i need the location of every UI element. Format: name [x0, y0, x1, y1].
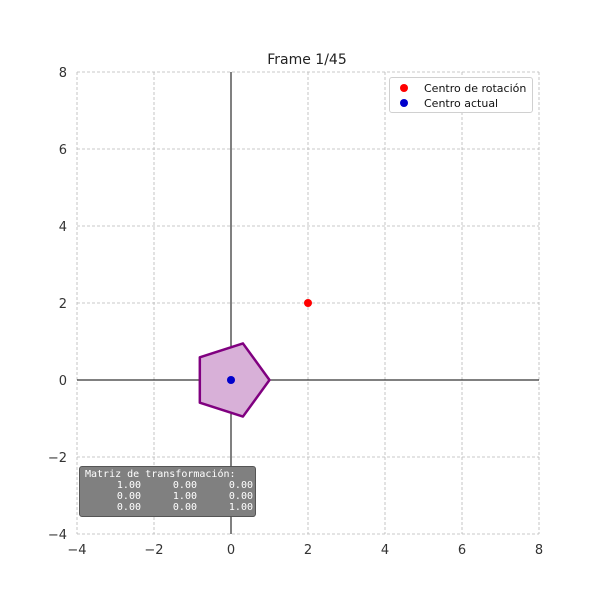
matrix-cell: 1.00: [172, 491, 197, 502]
matrix-cell: 0.00: [228, 491, 253, 502]
matrix-cell: 1.00: [116, 480, 141, 491]
chart-title: Frame 1/45: [267, 52, 347, 68]
matrix-cell: 1.00: [228, 502, 253, 513]
matrix-row: 1.00 0.00 0.00: [85, 480, 255, 491]
data-marks: [198, 299, 312, 418]
matrix-row: 0.00 1.00 0.00: [85, 491, 255, 502]
transformation-matrix-box: Matriz de transformación: 1.00 0.00 0.00 0.…: [79, 466, 256, 517]
x-tick-label: −2: [144, 543, 163, 558]
x-tick-label: 6: [458, 543, 466, 558]
matrix-row: 0.00 0.00 1.00: [85, 502, 255, 513]
y-tick-label: 6: [59, 143, 67, 158]
y-tick-label: 8: [59, 66, 67, 81]
x-tick-label: 8: [535, 543, 543, 558]
matrix-cell: 0.00: [228, 480, 253, 491]
matrix-cell: 0.00: [172, 480, 197, 491]
x-tick-label: 4: [381, 543, 389, 558]
x-tick-label: 0: [227, 543, 235, 558]
x-tick-label: −4: [67, 543, 86, 558]
current-center-point: [227, 376, 235, 384]
zero-axes: [77, 72, 539, 534]
y-tick-label: −2: [48, 451, 67, 466]
y-tick-label: −4: [48, 528, 67, 543]
matrix-title: Matriz de transformación:: [85, 469, 236, 480]
matrix-cell: 0.00: [172, 502, 197, 513]
matrix-rows: 1.00 0.00 0.00 0.00 1.00 0.00 0.00 0.00 1.00: [85, 480, 255, 513]
matrix-cell: 0.00: [116, 491, 141, 502]
matrix-cell: 0.00: [116, 502, 141, 513]
tick-labels: −4 −2 0 2 4 6 8 −4 −2 0 2 4 6 8: [48, 66, 543, 558]
y-tick-label: 0: [59, 374, 67, 389]
legend-item-current-center: Centro actual: [400, 96, 498, 110]
y-tick-label: 4: [59, 220, 67, 235]
legend-marker-blue: [400, 99, 408, 107]
legend-label: Centro de rotación: [424, 81, 527, 95]
y-tick-label: 2: [59, 297, 67, 312]
legend-item-rotation-center: Centro de rotación: [400, 81, 526, 95]
legend-label: Centro actual: [424, 96, 499, 110]
x-tick-label: 2: [304, 543, 312, 558]
legend-marker-red: [400, 84, 408, 92]
legend: Centro de rotación Centro actual: [389, 77, 533, 113]
rotation-center-point: [304, 299, 312, 307]
